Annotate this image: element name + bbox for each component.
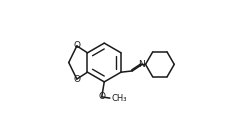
Text: CH₃: CH₃ [111,94,127,103]
Text: O: O [73,74,80,84]
Text: O: O [73,41,80,50]
Text: N: N [138,60,145,69]
Text: O: O [98,92,105,101]
